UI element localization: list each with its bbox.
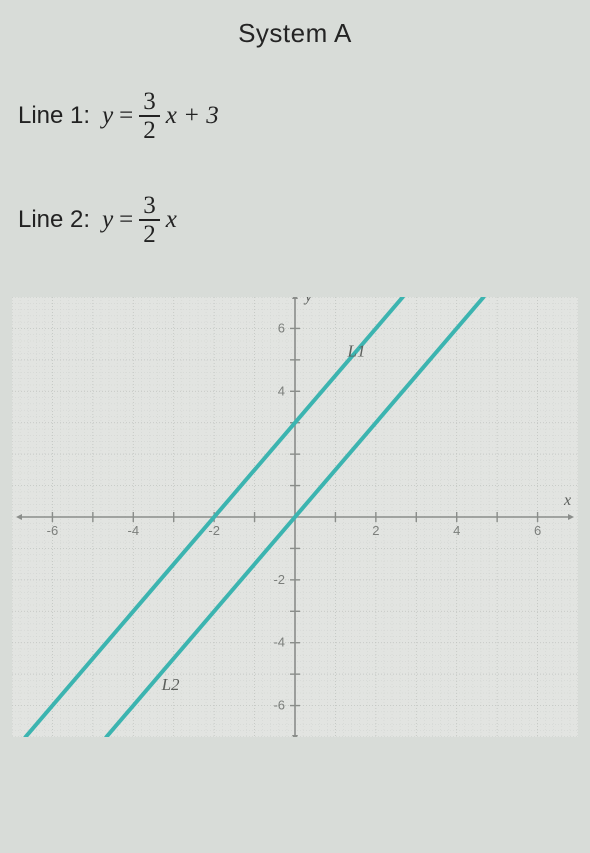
- line2-tail: x: [166, 206, 177, 234]
- svg-text:x: x: [563, 492, 571, 509]
- line2-prefix: Line 2:: [18, 206, 90, 234]
- svg-text:2: 2: [372, 523, 379, 538]
- line2-denominator: 2: [139, 219, 160, 247]
- svg-text:-4: -4: [273, 635, 285, 650]
- svg-text:6: 6: [534, 523, 541, 538]
- page: System A Line 1: y = 3 2 x + 3 Line 2: y…: [0, 0, 590, 853]
- svg-text:-2: -2: [273, 572, 285, 587]
- line1-prefix: Line 1:: [18, 102, 90, 130]
- line2-equals: =: [119, 206, 133, 234]
- line2-fraction: 3 2: [139, 193, 160, 247]
- svg-text:y: y: [303, 297, 313, 305]
- equation-line-2: Line 2: y = 3 2 x: [18, 193, 578, 247]
- svg-text:-2: -2: [208, 523, 220, 538]
- svg-text:-6: -6: [273, 698, 285, 713]
- svg-text:-6: -6: [47, 523, 59, 538]
- line1-lhs: y: [102, 102, 113, 130]
- svg-text:L1: L1: [347, 342, 366, 361]
- line2-numerator: 3: [139, 193, 160, 219]
- svg-text:4: 4: [278, 383, 285, 398]
- svg-text:6: 6: [278, 320, 285, 335]
- svg-text:-4: -4: [128, 523, 140, 538]
- line1-fraction: 3 2: [139, 89, 160, 143]
- chart-area: -6 -4 -2 2 4 6 -6 -4 -2 4 6 x y L1 L2: [12, 297, 578, 737]
- svg-text:L2: L2: [161, 675, 180, 694]
- svg-text:4: 4: [453, 523, 460, 538]
- page-title: System A: [12, 18, 578, 49]
- line1-tail: x + 3: [166, 102, 219, 130]
- line1-denominator: 2: [139, 115, 160, 143]
- line1-equals: =: [119, 102, 133, 130]
- line1-numerator: 3: [139, 89, 160, 115]
- line2-lhs: y: [102, 206, 113, 234]
- equation-line-1: Line 1: y = 3 2 x + 3: [18, 89, 578, 143]
- coordinate-graph: -6 -4 -2 2 4 6 -6 -4 -2 4 6 x y L1 L2: [12, 297, 578, 737]
